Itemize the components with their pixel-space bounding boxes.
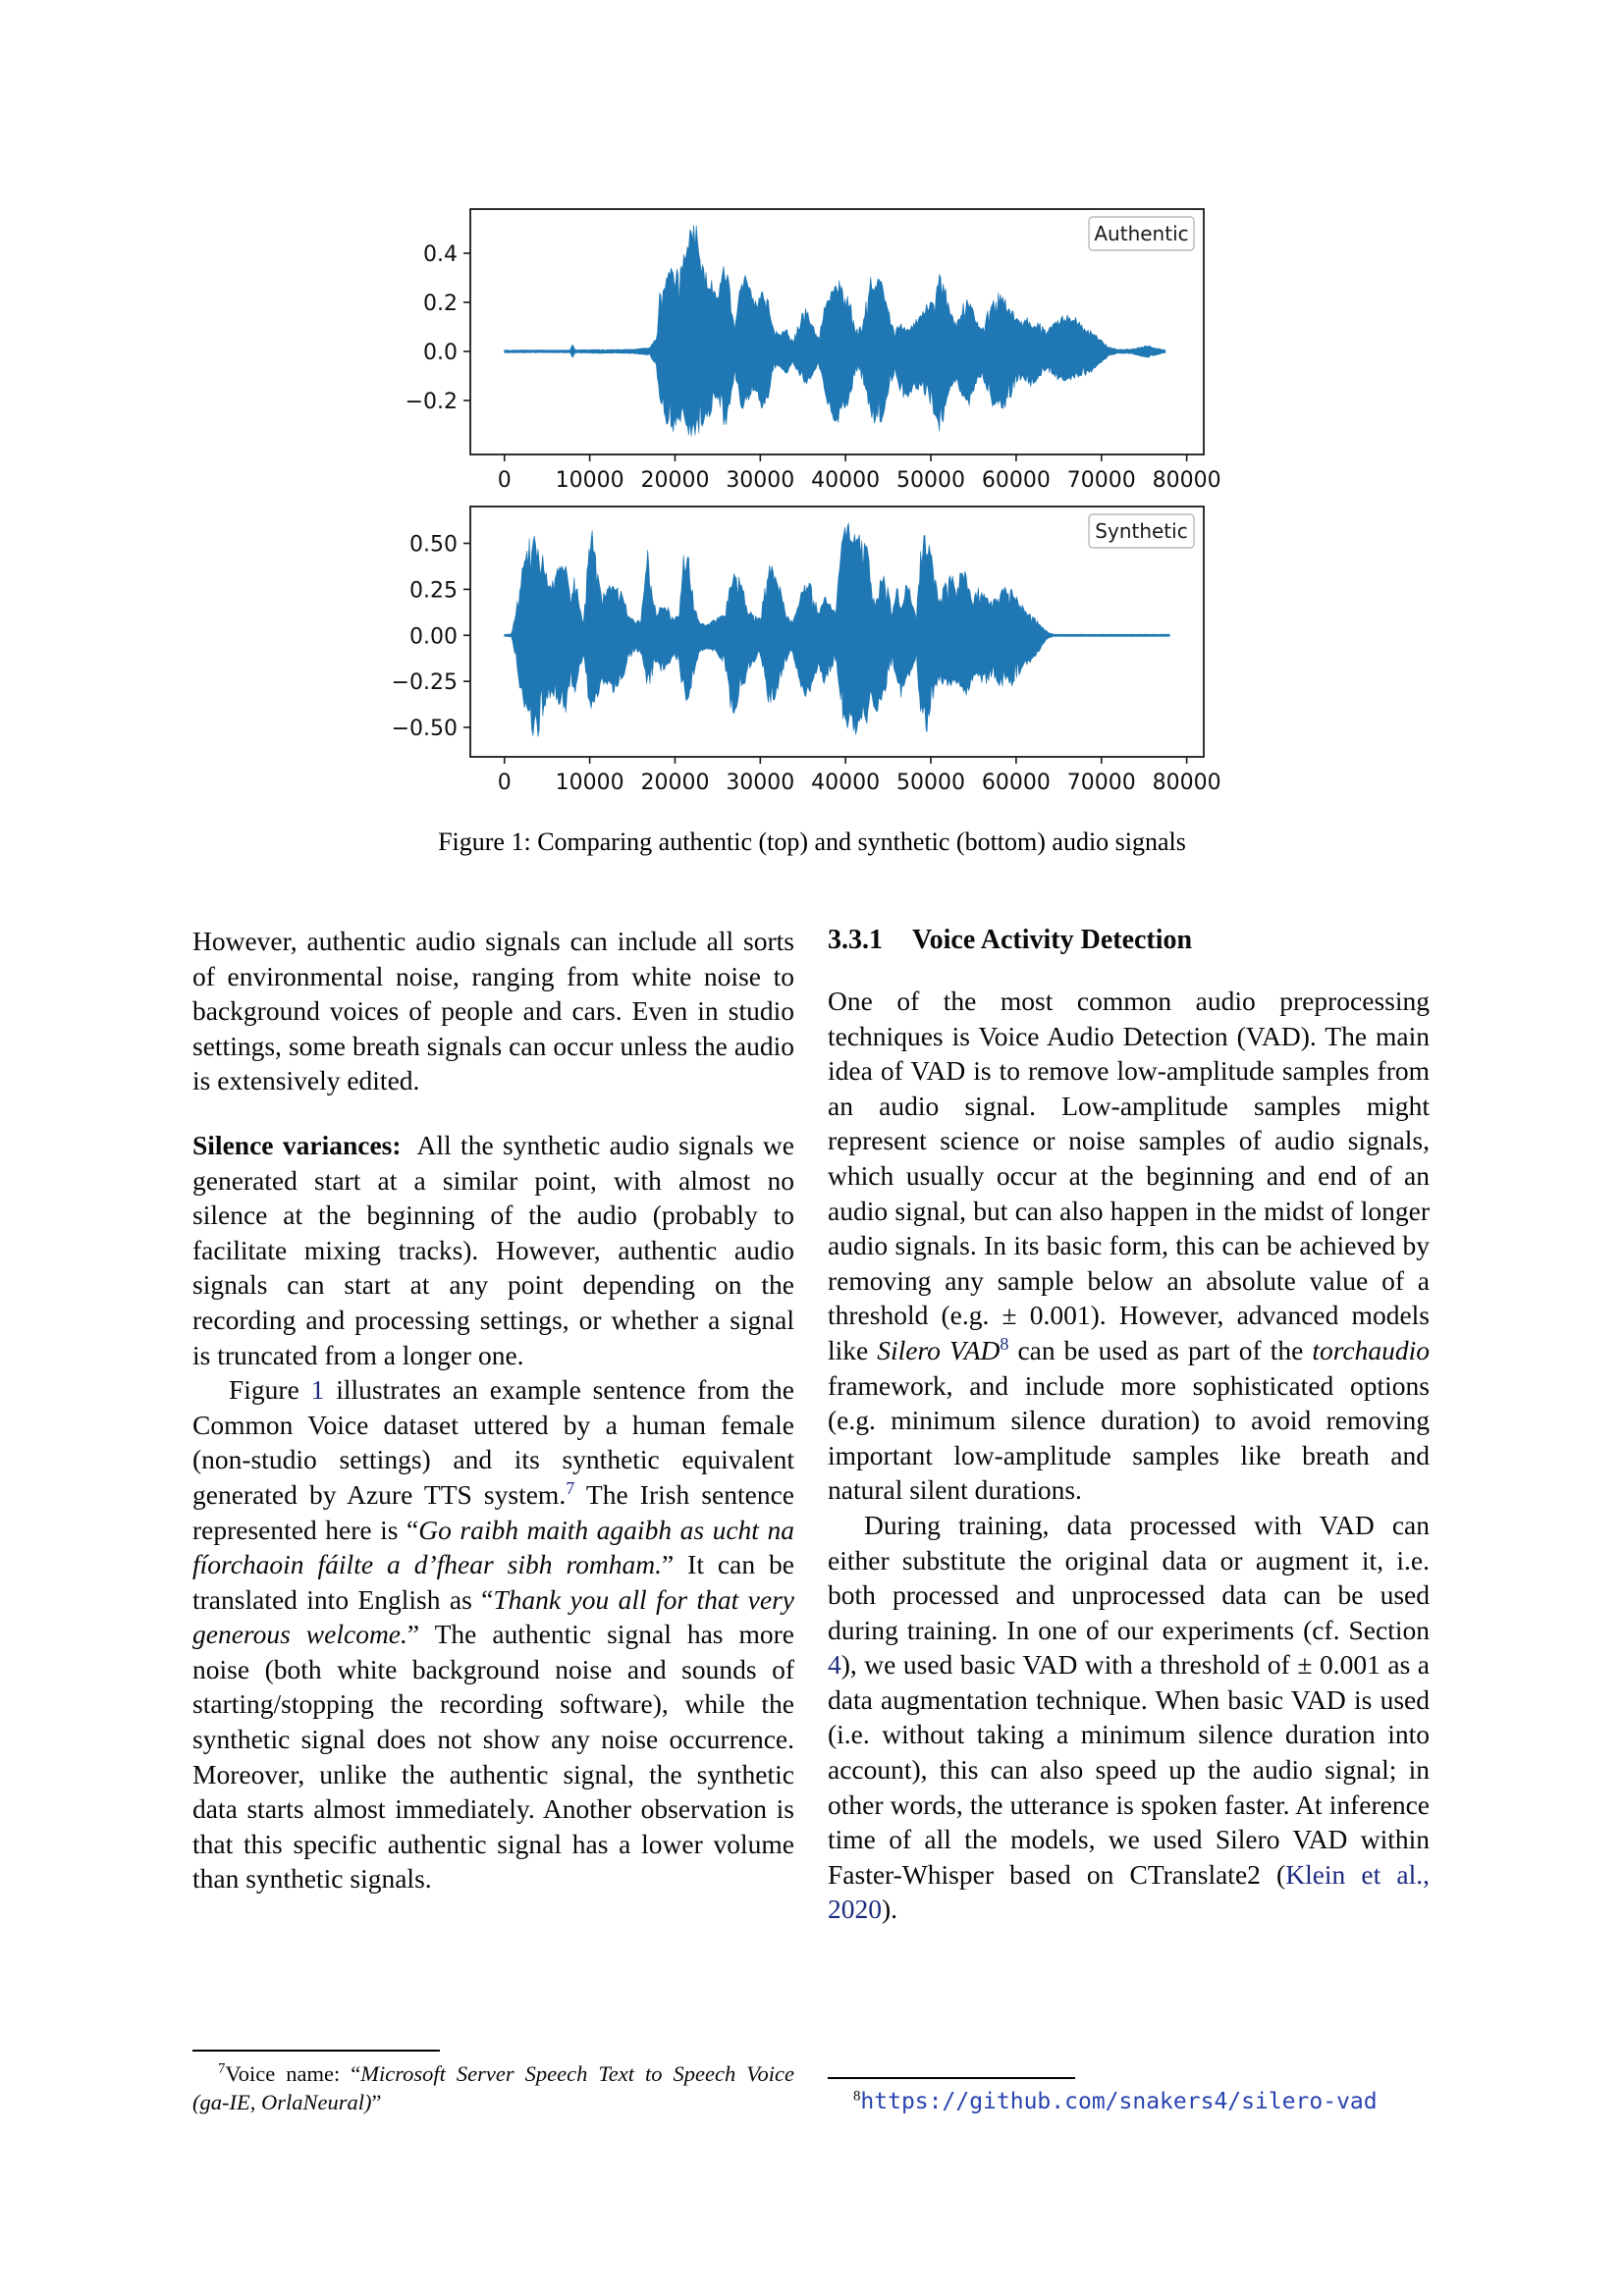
paragraph-environmental-noise: However, authentic audio signals can inc… bbox=[192, 924, 794, 1098]
footnote-8: 8https://github.com/snakers4/silero-vad bbox=[828, 2077, 1430, 2116]
text-segment: During training, data processed with VAD… bbox=[828, 1509, 1430, 1645]
x-tick-label: 0 bbox=[498, 771, 512, 795]
text-segment: illustrates an example sentence from the… bbox=[192, 1374, 794, 1510]
run-in-heading: Silence variances: bbox=[192, 1129, 402, 1160]
waveform-authentic bbox=[504, 225, 1166, 437]
italic-text: Thank you all for that very generous wel… bbox=[192, 1583, 794, 1650]
y-tick-label: −0.50 bbox=[392, 717, 458, 741]
text-segment: Figure bbox=[229, 1374, 311, 1406]
text-segment: ” It can be translated into English as “ bbox=[192, 1549, 795, 1615]
paragraph-figure-example: Figure 1 illustrates an example sentence… bbox=[192, 1372, 794, 1896]
text-segment: ” bbox=[371, 2089, 382, 2114]
axes-box-1 bbox=[469, 506, 1205, 758]
y-tick-label: 0.25 bbox=[409, 578, 458, 603]
x-tick-label: 30000 bbox=[726, 468, 794, 493]
url-link[interactable]: https://github.com/snakers4/silero-vad bbox=[860, 2089, 1378, 2114]
y-tick-label: −0.2 bbox=[406, 390, 458, 414]
section-heading-3-3-1: 3.3.1 Voice Activity Detection bbox=[828, 924, 1430, 957]
text-segment: The Irish sentence represented here is “ bbox=[192, 1478, 794, 1545]
y-tick-label: 0.0 bbox=[423, 341, 458, 365]
reference-link[interactable]: 1 bbox=[310, 1374, 325, 1406]
footnote-8-text: 8https://github.com/snakers4/silero-vad bbox=[828, 2088, 1430, 2116]
italic-text: torchaudio bbox=[1312, 1334, 1430, 1365]
y-tick-label: 0.00 bbox=[409, 624, 458, 649]
paragraph-vad-intro: One of the most common audio preprocessi… bbox=[828, 984, 1430, 1508]
x-tick-label: 80000 bbox=[1153, 468, 1221, 493]
y-tick-label: 0.4 bbox=[423, 242, 458, 267]
x-tick-label: 50000 bbox=[896, 468, 965, 493]
x-tick-label: 10000 bbox=[556, 771, 624, 795]
reference-link[interactable]: 4 bbox=[828, 1649, 841, 1681]
paragraph-vad-training: During training, data processed with VAD… bbox=[828, 1508, 1430, 1927]
section-title: Voice Activity Detection bbox=[912, 925, 1193, 955]
legend-box-synthetic bbox=[1088, 513, 1195, 549]
italic-text: Microsoft Server Speech Text to Speech V… bbox=[192, 2061, 794, 2114]
y-tick-label: −0.25 bbox=[392, 670, 458, 695]
x-tick-label: 0 bbox=[498, 468, 512, 493]
footnote-ref-link[interactable]: 8 bbox=[1000, 1333, 1009, 1354]
y-tick-label: 0.50 bbox=[409, 533, 458, 558]
footnote-7-text: 7Voice name: “Microsoft Server Speech Te… bbox=[192, 2060, 794, 2116]
x-tick-label: 40000 bbox=[811, 771, 880, 795]
x-tick-label: 30000 bbox=[726, 771, 794, 795]
x-tick-label: 50000 bbox=[896, 771, 965, 795]
text-segment: One of the most common audio preprocessi… bbox=[828, 986, 1430, 1365]
text-segment: can be used as part of the bbox=[1008, 1334, 1313, 1365]
section-number: 3.3.1 bbox=[828, 925, 883, 955]
footnote-rule-right bbox=[828, 2077, 1075, 2079]
x-tick-label: 80000 bbox=[1153, 771, 1221, 795]
x-tick-label: 20000 bbox=[640, 468, 709, 493]
left-column: However, authentic audio signals can inc… bbox=[192, 924, 794, 1896]
text-segment: ), we used basic VAD with a threshold of… bbox=[828, 1649, 1430, 1890]
x-tick-label: 40000 bbox=[811, 468, 880, 493]
text-segment: framework, and include more sophisticate… bbox=[828, 1369, 1430, 1506]
italic-text: Go raibh maith agaibh as ucht na fíorcha… bbox=[192, 1514, 794, 1580]
y-tick-label: 0.2 bbox=[423, 292, 458, 316]
footnote-ref-link[interactable]: 7 bbox=[566, 1477, 575, 1498]
x-tick-label: 60000 bbox=[982, 468, 1051, 493]
text-segment: Voice name: “ bbox=[225, 2061, 361, 2086]
footnote-marker: 7 bbox=[218, 2060, 226, 2077]
text-segment: ). bbox=[882, 1894, 898, 1925]
footnote-rule-left bbox=[192, 2050, 440, 2052]
figure-1-waveforms: 0 10000 20000 30000 40000 50000 60000 70000 8000… bbox=[383, 182, 1237, 800]
axes-box-0 bbox=[469, 208, 1205, 455]
legend-label-synthetic: Synthetic bbox=[1095, 519, 1187, 543]
footnote-marker: 8 bbox=[853, 2088, 861, 2105]
x-tick-label: 70000 bbox=[1067, 771, 1136, 795]
text-segment: All the synthetic audio signals we gener… bbox=[192, 1129, 794, 1370]
italic-text: Silero VAD bbox=[877, 1334, 1001, 1365]
x-tick-label: 20000 bbox=[640, 771, 709, 795]
x-tick-label: 10000 bbox=[556, 468, 624, 493]
text-segment: However, authentic audio signals can inc… bbox=[192, 926, 794, 1096]
waveform-charts-svg: 0 10000 20000 30000 40000 50000 60000 70000 8000… bbox=[392, 208, 1221, 795]
x-tick-label: 60000 bbox=[982, 771, 1051, 795]
right-column: 3.3.1 Voice Activity Detection One of the… bbox=[828, 924, 1430, 1927]
footnote-7: 7Voice name: “Microsoft Server Speech Te… bbox=[192, 2050, 794, 2116]
legend-label-authentic: Authentic bbox=[1094, 222, 1188, 245]
reference-link[interactable]: Klein et al., 2020 bbox=[828, 1858, 1430, 1925]
legend-box-authentic bbox=[1088, 216, 1195, 251]
waveform-synthetic bbox=[504, 522, 1170, 737]
paragraph-silence-variances: Silence variances: All the synthetic audi… bbox=[192, 1128, 794, 1372]
text-segment: ” The authentic signal has more noise (b… bbox=[192, 1619, 794, 1895]
x-tick-label: 70000 bbox=[1067, 468, 1136, 493]
figure-caption: Figure 1: Comparing authentic (top) and … bbox=[438, 828, 1186, 856]
